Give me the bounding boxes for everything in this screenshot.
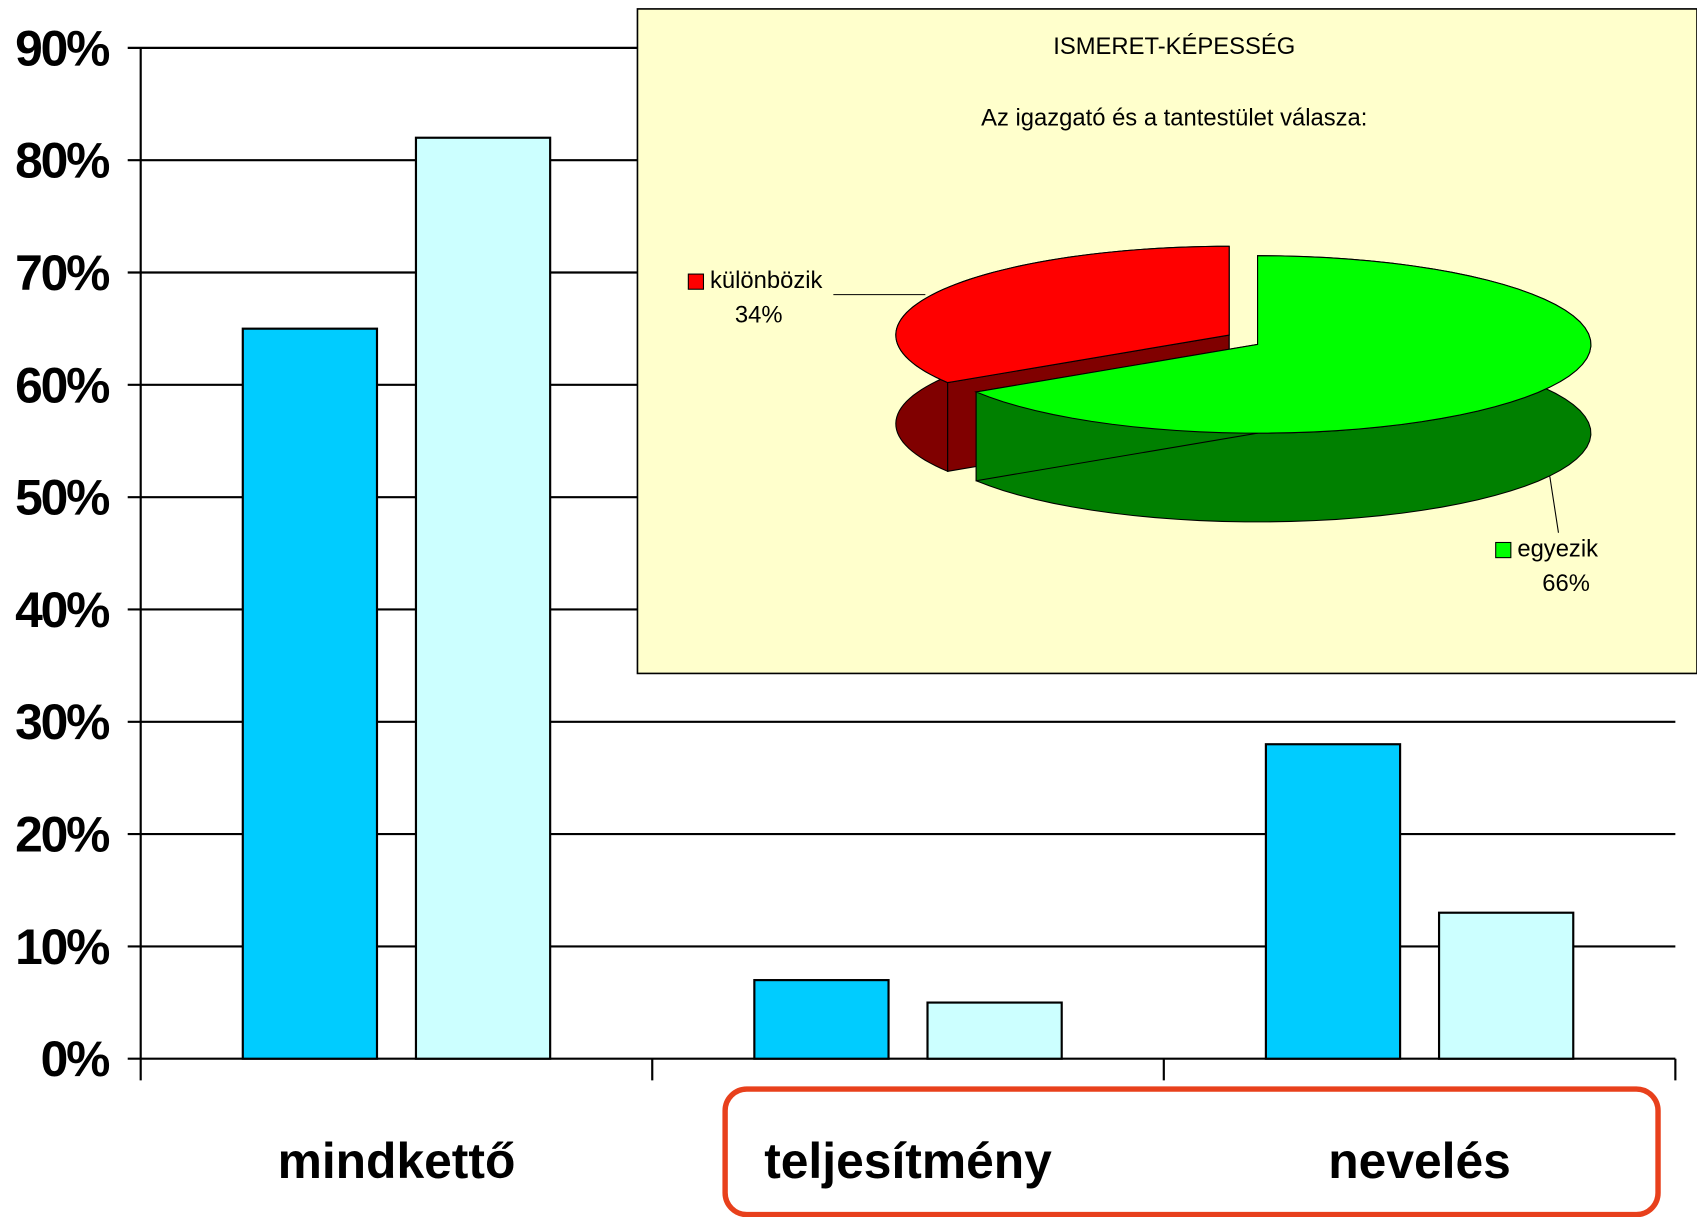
x-tick-label: teljesítmény <box>764 1133 1052 1189</box>
leader-line <box>1549 476 1560 533</box>
y-tick-label: 20% <box>15 807 109 863</box>
pie-slice <box>895 245 1230 384</box>
pie-slice <box>974 255 1592 434</box>
y-tick-label: 90% <box>15 20 109 76</box>
legend-swatch <box>1495 541 1512 559</box>
y-tick-label: 70% <box>15 245 109 301</box>
bar <box>414 136 552 1060</box>
bar <box>1264 743 1402 1060</box>
pie-label: különbözik <box>710 267 823 294</box>
bar <box>1437 911 1575 1060</box>
y-tick-label: 30% <box>15 694 109 750</box>
pie-subtitle: Az igazgató és a tantestület válasza: <box>981 105 1367 132</box>
x-tick-label: mindkettő <box>278 1133 516 1189</box>
pie-value-label: 66% <box>1542 570 1590 597</box>
y-tick-label: 50% <box>15 470 109 526</box>
bar <box>926 1001 1063 1060</box>
pie-label: egyezik <box>1517 535 1598 562</box>
y-tick-label: 0% <box>41 1031 110 1087</box>
x-tick-label: nevelés <box>1328 1133 1511 1189</box>
y-tick-label: 10% <box>15 919 109 975</box>
pie-title: ISMERET-KÉPESSÉG <box>1053 33 1295 60</box>
y-tick-label: 80% <box>15 133 109 189</box>
y-tick-label: 60% <box>15 357 109 413</box>
pie-value-label: 34% <box>735 302 783 329</box>
legend-swatch <box>687 273 705 290</box>
bar <box>753 979 890 1060</box>
highlight-box <box>722 1086 1661 1218</box>
bar <box>241 327 379 1060</box>
y-tick-label: 40% <box>15 582 109 638</box>
